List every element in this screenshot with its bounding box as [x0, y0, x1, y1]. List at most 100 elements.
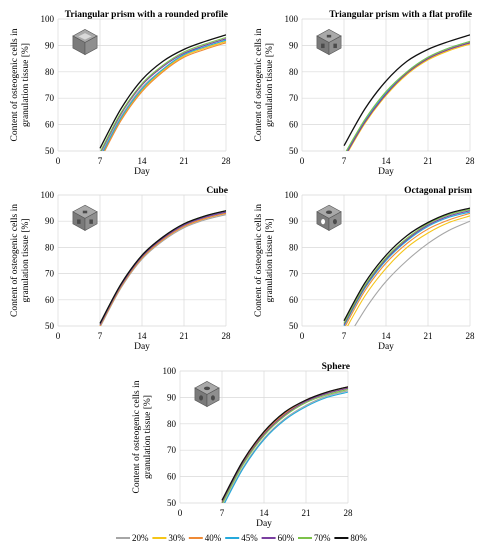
icon-right-face — [84, 35, 98, 56]
x-tick-label: 21 — [180, 156, 189, 166]
series-line-30pct — [347, 215, 470, 326]
legend-label: 40% — [205, 533, 222, 543]
series-line-30pct — [347, 43, 470, 151]
cube-scaffold-icon — [316, 28, 342, 56]
icon-hole — [332, 219, 337, 225]
x-tick-label: 7 — [220, 508, 225, 518]
legend-label: 45% — [241, 533, 258, 543]
icon-hole — [326, 34, 332, 38]
series-line-30pct — [103, 40, 226, 151]
y-tick-label: 60 — [45, 120, 55, 130]
series-group — [99, 210, 226, 326]
y-tick-label: 90 — [45, 40, 55, 50]
y-tick-label: 80 — [289, 242, 299, 252]
series-line-70pct — [99, 210, 226, 324]
y-tick-label: 60 — [289, 120, 299, 130]
legend: 20% 30% 40% 45% 60% 70% 80% — [116, 533, 367, 543]
x-tick-label: 21 — [424, 156, 433, 166]
chart-panel: 50 60 70 80 90 100 0 7 14 21 28 Day Content of osteo… — [131, 362, 353, 529]
y-tick-label: 90 — [45, 216, 55, 226]
x-tick-label: 14 — [260, 508, 270, 518]
y-tick-label: 70 — [167, 445, 177, 455]
icon-hole — [199, 395, 204, 401]
panel-title: Triangular prism with a rounded profile — [65, 10, 228, 20]
y-tick-label: 70 — [289, 93, 299, 103]
series-line-30pct — [221, 387, 348, 503]
series-line-45pct — [346, 40, 470, 151]
x-tick-label: 21 — [424, 331, 433, 341]
panel-title: Cube — [206, 186, 228, 196]
x-tick-label: 28 — [466, 156, 476, 166]
legend-item: 40% — [188, 533, 222, 543]
y-tick-label: 50 — [289, 146, 299, 156]
x-tick-label: 7 — [342, 156, 347, 166]
y-tick-label: 100 — [41, 190, 55, 200]
x-axis-label: Day — [256, 519, 272, 529]
y-tick-label: 100 — [285, 190, 299, 200]
legend-item: 30% — [152, 533, 185, 543]
legend-item: 70% — [298, 533, 331, 543]
y-tick-label: 80 — [45, 242, 55, 252]
y-tick-label: 50 — [45, 146, 55, 156]
x-tick-label: 0 — [56, 331, 61, 341]
series-line-80pct — [99, 210, 226, 324]
icon-hole — [325, 210, 333, 214]
series-line-40pct — [99, 212, 226, 326]
series-line-20pct — [100, 214, 226, 326]
legend-item: 80% — [334, 533, 367, 543]
x-tick-label: 28 — [222, 331, 232, 341]
series-line-80pct — [221, 386, 348, 501]
icon-hole — [203, 386, 211, 391]
series-line-45pct — [224, 391, 348, 503]
series-line-40pct — [104, 42, 226, 151]
series-group — [221, 386, 348, 503]
cube-scaffold-icon — [316, 204, 342, 231]
x-tick-label: 0 — [300, 331, 305, 341]
icon-hole — [89, 219, 93, 224]
chart-panel: 50 60 70 80 90 100 0 7 14 21 28 Day Content of osteo… — [9, 10, 231, 177]
series-line-60pct — [343, 210, 470, 325]
series-line-20pct — [223, 390, 348, 503]
y-tick-label: 80 — [289, 67, 299, 77]
x-tick-label: 0 — [56, 156, 61, 166]
y-tick-label: 60 — [45, 295, 55, 305]
x-tick-label: 7 — [98, 156, 103, 166]
y-tick-label: 100 — [163, 366, 177, 376]
chart-panel: 50 60 70 80 90 100 0 7 14 21 28 Day Content of osteo… — [253, 10, 475, 177]
series-line-30pct — [99, 212, 226, 326]
icon-hole — [321, 219, 326, 225]
x-tick-label: 28 — [466, 331, 476, 341]
x-tick-label: 21 — [180, 331, 189, 341]
legend-label: 30% — [168, 533, 185, 543]
series-group — [343, 34, 470, 151]
x-tick-label: 14 — [138, 331, 148, 341]
x-tick-label: 21 — [302, 508, 311, 518]
series-line-45pct — [343, 211, 470, 326]
series-group — [343, 207, 470, 326]
icon-hole — [78, 33, 92, 40]
x-tick-label: 0 — [178, 508, 183, 518]
cube-scaffold-icon — [194, 380, 220, 408]
y-tick-label: 90 — [167, 392, 177, 402]
icon-hole — [333, 43, 337, 49]
x-tick-label: 0 — [300, 156, 305, 166]
y-axis-label: Content of osteogenic cells ingranulatio… — [131, 380, 153, 493]
series-line-45pct — [102, 39, 226, 151]
y-tick-label: 70 — [45, 93, 55, 103]
x-axis-label: Day — [134, 342, 150, 352]
y-tick-label: 70 — [45, 269, 55, 279]
y-tick-label: 60 — [289, 295, 299, 305]
y-tick-label: 90 — [289, 40, 299, 50]
cube-scaffold-icon — [72, 28, 98, 56]
series-line-70pct — [222, 388, 348, 503]
icon-hole — [82, 210, 88, 214]
panel-title: Sphere — [322, 362, 350, 372]
y-tick-label: 50 — [45, 321, 55, 331]
series-line-20pct — [354, 220, 470, 326]
y-tick-label: 80 — [167, 419, 177, 429]
series-line-60pct — [99, 211, 226, 325]
panel-title: Octagonal prism — [404, 186, 472, 196]
series-line-40pct — [221, 386, 348, 502]
